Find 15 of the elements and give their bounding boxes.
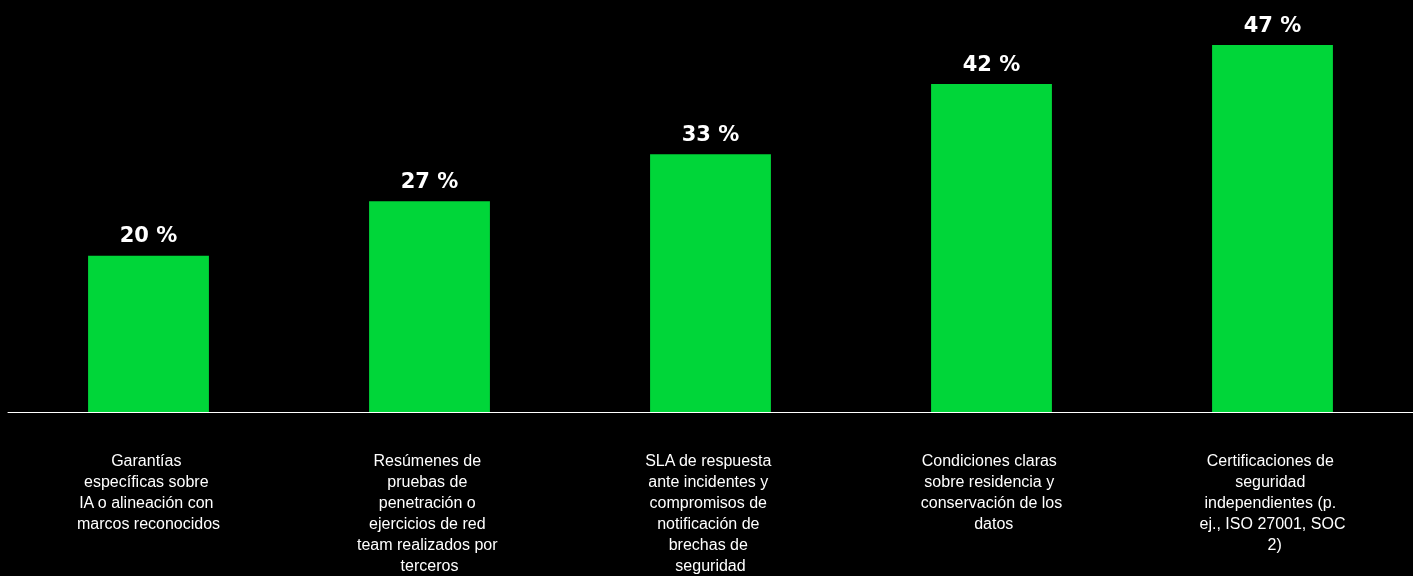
data-label: 47 %: [1243, 12, 1302, 37]
data-label: 42 %: [962, 51, 1021, 76]
x-tick-label: Garantías específicas sobre IA o alineación con marcos reconocidos: [76, 452, 221, 532]
bar: [931, 84, 1052, 412]
bar: [369, 201, 490, 412]
data-label: 20 %: [119, 223, 178, 248]
data-label: 33 %: [681, 121, 740, 146]
x-tick-label: Certificaciones de seguridad independientes (p. ej., ISO 27001, SOC 2): [1199, 452, 1346, 553]
bar: [88, 255, 209, 412]
data-label: 27 %: [400, 168, 459, 193]
x-tick-label: Resúmenes de pruebas de penetración o ejercicios de red team realizados por terceros: [357, 452, 502, 574]
x-tick-label: SLA de respuesta ante incidentes y compromisos de notificación de brechas de seguridad: [645, 452, 776, 574]
bar: [1212, 45, 1333, 412]
x-tick-label: Condiciones claras sobre residencia y conservación de los datos: [920, 452, 1063, 532]
bar: [650, 154, 771, 412]
